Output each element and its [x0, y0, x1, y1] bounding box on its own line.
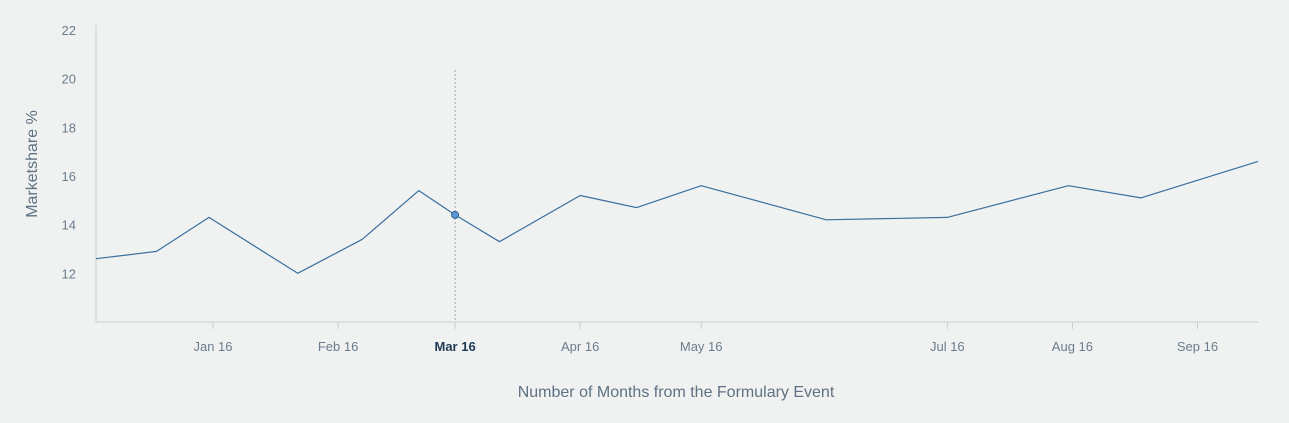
series-line	[95, 160, 1259, 274]
x-tick-label: May 16	[680, 339, 723, 354]
y-tick-label: 16	[62, 169, 76, 184]
series-layer	[95, 160, 1259, 274]
y-axis: 12 14 16 18 20 22	[62, 23, 97, 322]
x-axis-title: Number of Months from the Formulary Even…	[518, 384, 835, 401]
y-axis-title: Marketshare %	[24, 110, 41, 218]
y-tick-label: 18	[62, 120, 76, 135]
x-tick-label: Jul 16	[930, 339, 965, 354]
x-tick-label: Apr 16	[561, 339, 599, 354]
x-tick-label: Sep 16	[1177, 339, 1218, 354]
x-tick-label: Feb 16	[318, 339, 358, 354]
y-tick-label: 12	[62, 266, 76, 281]
x-tick-label: Aug 16	[1052, 339, 1093, 354]
y-tick-label: 14	[62, 218, 76, 233]
x-tick-label: Mar 16	[434, 339, 475, 354]
y-tick-label: 22	[62, 23, 76, 38]
y-tick-label: 20	[62, 72, 76, 87]
x-axis: Jan 16 Feb 16 Mar 16 Apr 16 May 16 Jul 16 Aug …	[96, 321, 1258, 354]
highlight-point-marker[interactable]	[451, 210, 460, 219]
x-tick-label: Jan 16	[193, 339, 232, 354]
